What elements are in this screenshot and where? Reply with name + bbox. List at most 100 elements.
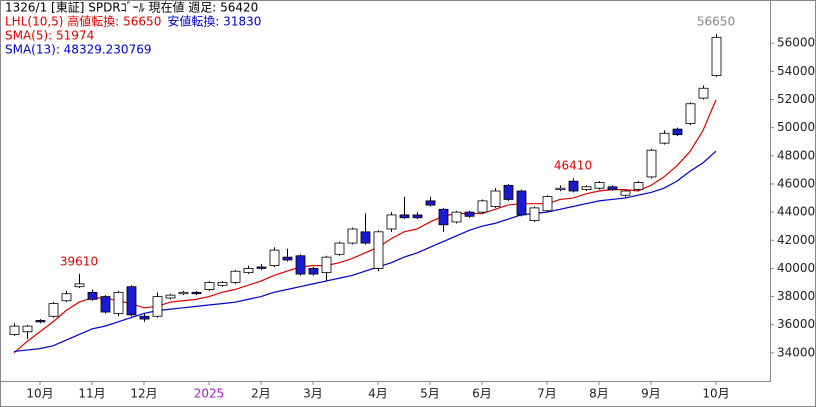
x-tick-label: 10月 [26,387,53,401]
candle-body [503,184,514,200]
x-tick-label: 9月 [641,387,661,401]
candle-body [633,182,644,190]
candle [139,313,150,322]
candle [373,230,384,272]
candle [568,178,579,193]
candle [360,213,371,245]
candle-body [490,190,501,207]
candle [100,295,111,314]
candle-body [451,211,462,223]
candle-body [646,149,657,178]
chart-title: 1326/1 [東証] SPDRｺﾞｰﾙ 現在値 週足: 56420 [5,0,258,15]
x-tick-label: 12月 [130,387,157,401]
x-tick-label: 5月 [420,387,440,401]
candle-body [529,207,540,221]
candle [230,269,241,284]
y-tick-label: 56000 [777,36,815,50]
candle [113,290,124,317]
y-tick-label: 38000 [777,289,815,303]
candle [22,324,33,339]
candle [581,185,592,191]
candle-body [191,291,202,295]
candle [87,289,98,301]
candle-body [620,190,631,196]
candle [594,181,605,190]
candle [412,212,423,220]
candle-body [607,186,618,190]
candle-body [685,103,696,124]
legend-entry: SMA(5): 51974 [5,29,94,43]
high-label: 39610 [60,254,98,268]
candle [490,188,501,208]
indicator-high: LHL(10,5) 高値転換: 56650 [5,14,161,29]
candle-body [321,256,332,274]
candle-body [48,303,59,317]
candle-body [230,270,241,283]
candle-body [165,294,176,299]
candle-body [698,87,709,99]
candle [633,181,644,191]
candle-body [464,211,475,217]
candle-body [477,200,488,213]
candle-body [425,200,436,206]
y-tick-label: 42000 [777,233,815,247]
candle-body [152,296,163,317]
y-tick-label: 52000 [777,92,815,106]
candle [659,130,670,145]
y-tick-label: 50000 [777,120,815,134]
candle [438,207,449,232]
x-tick-label: 3月 [303,387,323,401]
candle [152,292,163,318]
candle [256,264,267,270]
candle-body [438,208,449,226]
candle [347,227,358,245]
indicator-low: 安値転換: 31830 [167,14,261,29]
x-tick-label: 8月 [589,387,609,401]
candle-body [126,286,137,316]
candle [321,255,332,282]
candle-body [113,291,124,314]
candle [685,102,696,125]
candle-body [672,128,683,136]
x-tick-label: 2025 [194,387,225,401]
candle-body [61,293,72,302]
high-label: 46410 [554,159,592,173]
sma-line [13,150,717,353]
candle-body [334,242,345,255]
candle [282,248,293,262]
candle [503,183,514,201]
candle-body [542,196,553,212]
candle [399,196,410,220]
legend-entry: SMA(13): 48329.230769 [5,43,151,57]
candle-body [386,214,397,230]
y-tick-label: 44000 [777,205,815,219]
candle [191,290,202,296]
candle [607,185,618,191]
y-tick-label: 48000 [777,148,815,162]
candle [35,319,46,324]
candle-body [22,325,33,333]
candle [48,302,59,318]
candle-body [178,291,189,295]
candle [217,281,228,287]
candle-body [100,296,111,313]
candle-body [711,36,722,76]
y-tick-label: 40000 [777,261,815,275]
candle [555,185,566,191]
candle [165,293,176,300]
x-tick-label: 11月 [78,387,105,401]
candle [542,195,553,213]
candle [711,34,722,77]
candle [9,323,20,336]
candle-body [139,315,150,320]
candle-body [74,283,85,288]
candle-body [204,282,215,290]
y-tick-label: 36000 [777,317,815,331]
candle [178,290,189,296]
candle [516,189,527,217]
candle [386,212,397,232]
candle [620,189,631,199]
candle-body [217,282,228,286]
